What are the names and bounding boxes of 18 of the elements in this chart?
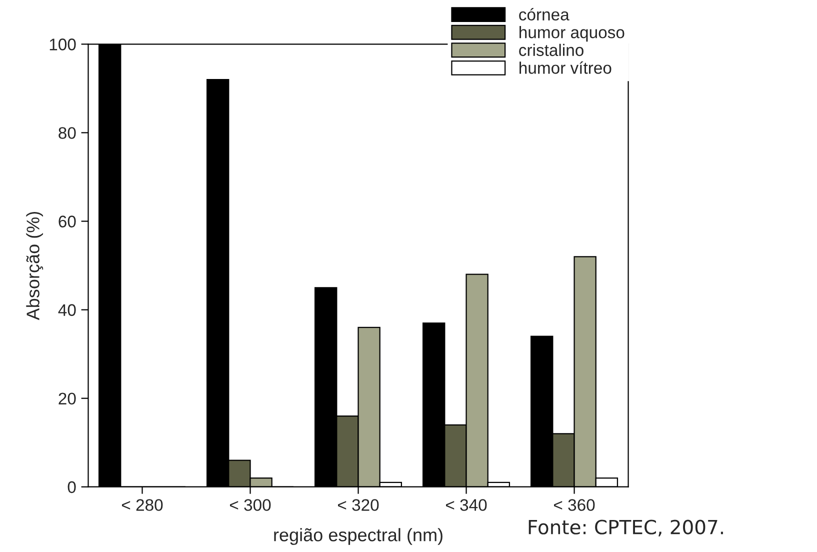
- legend-label: humor vítreo: [520, 61, 612, 74]
- y-tick-label: 60: [58, 216, 76, 228]
- x-tick-label: < 280: [122, 499, 163, 511]
- y-tick-label: 100: [50, 38, 76, 50]
- x-tick-label: < 300: [230, 499, 271, 511]
- y-tick-label: 80: [58, 127, 76, 139]
- x-tick-label: < 320: [338, 499, 379, 511]
- legend-label: humor aquoso: [520, 26, 624, 42]
- legend-label: cristalino: [519, 44, 584, 56]
- y-tick-label: 0: [68, 481, 76, 494]
- x-tick-label: < 360: [554, 499, 595, 511]
- source-note: Fonte: CPTEC, 2007.: [528, 520, 723, 536]
- x-axis-title: região espectral (nm): [274, 528, 442, 545]
- y-tick-label: 40: [58, 304, 76, 316]
- legend-label: córnea: [519, 8, 570, 20]
- y-axis-title: Absorção (%): [26, 212, 44, 320]
- x-tick-label: < 340: [446, 499, 487, 511]
- y-tick-label: 20: [58, 392, 76, 405]
